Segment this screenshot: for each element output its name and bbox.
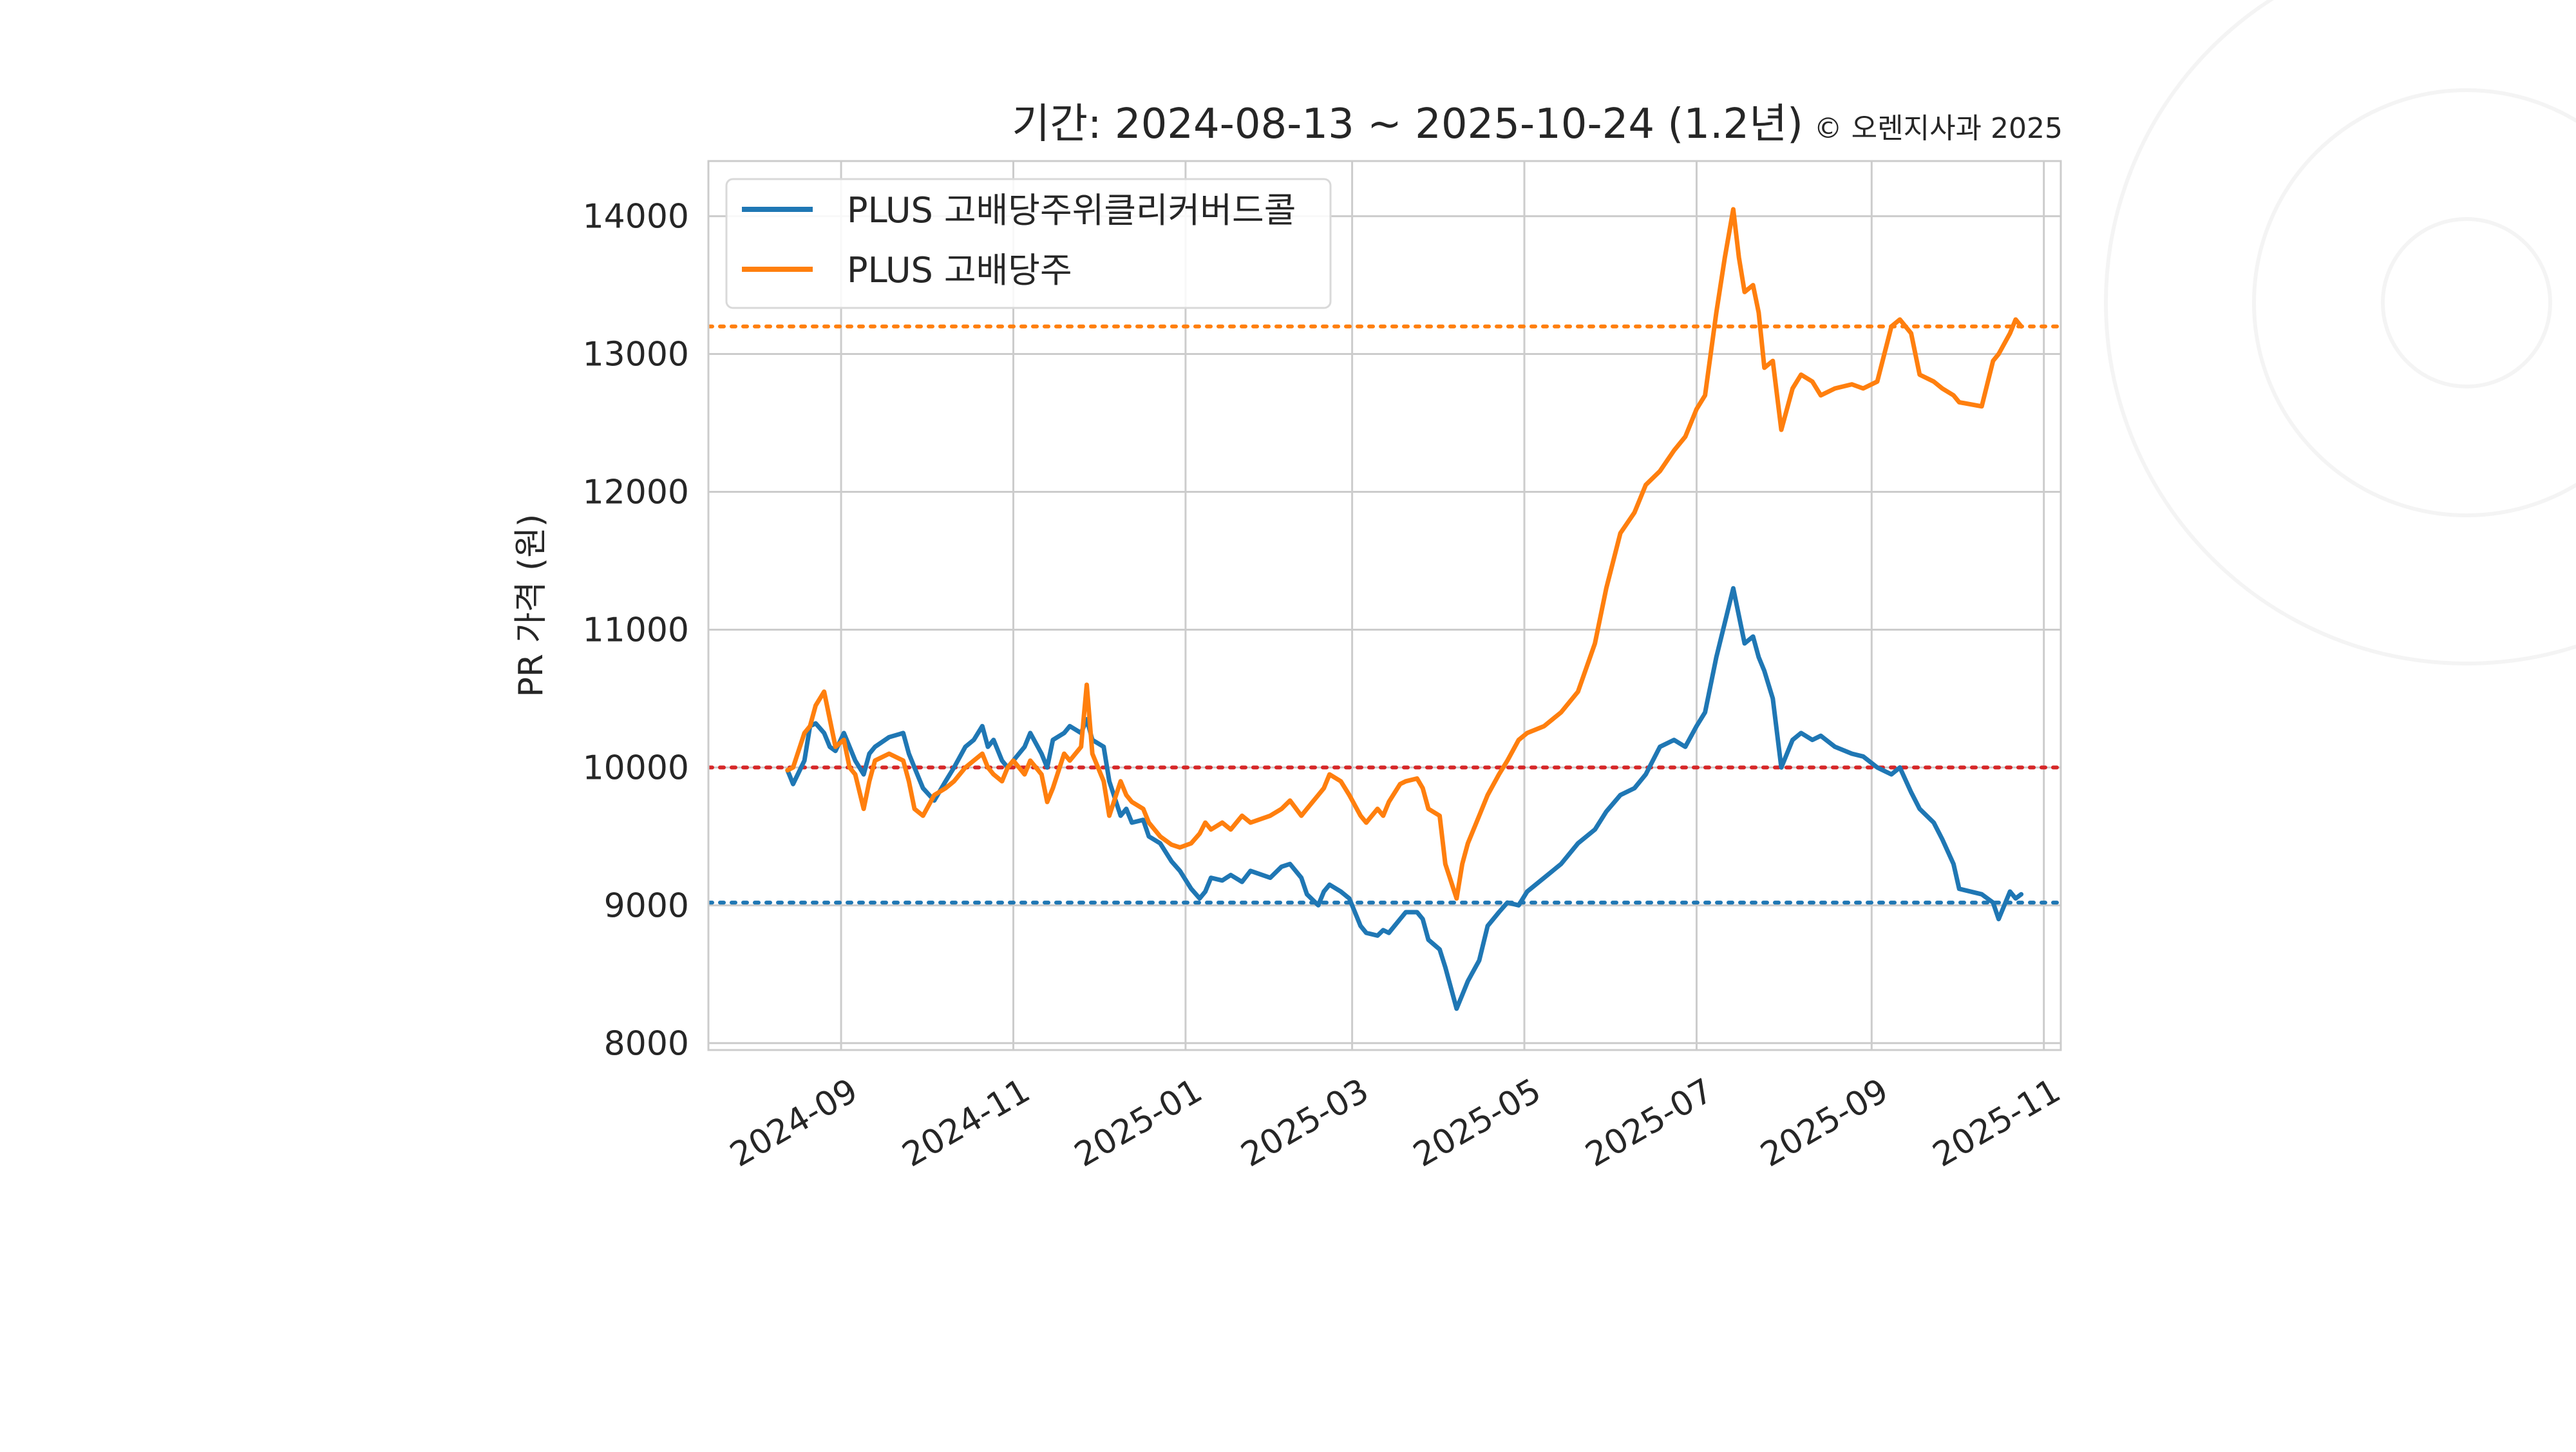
y-tick-label: 13000 [583, 336, 689, 374]
reference-lines [708, 324, 2061, 905]
legend-box [725, 178, 1332, 309]
y-tick-label: 12000 [583, 473, 689, 511]
x-tick-label: 2025-03 [1235, 1071, 1375, 1175]
y-axis-ticks: 8000 9000 10000 11000 12000 13000 14000 [583, 198, 689, 1064]
series-lines [785, 207, 2024, 1011]
series-line-high-dividend [785, 207, 2024, 901]
chart-watermark: © 오렌지사과 2025 [1814, 112, 2063, 145]
decor-arc [2104, 0, 2576, 665]
legend-label-high-dividend: PLUS 고배당주 [847, 250, 1072, 291]
legend-label-covered-call: PLUS 고배당주위클리커버드콜 [847, 190, 1296, 231]
y-tick-label: 8000 [604, 1024, 689, 1063]
decor-arc [2381, 217, 2552, 388]
series-line-covered-call [785, 586, 2024, 1011]
y-tick-label: 10000 [583, 749, 689, 787]
x-axis-ticks: 2024-09 2024-11 2025-01 2025-03 2025-05 2025-… [724, 1071, 2067, 1175]
x-tick-label: 2025-11 [1927, 1071, 2067, 1175]
background-decoration [2104, 0, 2576, 665]
x-tick-label: 2025-01 [1068, 1071, 1209, 1175]
y-tick-label: 9000 [604, 886, 689, 925]
x-tick-label: 2025-05 [1407, 1071, 1548, 1175]
y-tick-label: 14000 [583, 198, 689, 236]
x-tick-label: 2025-07 [1579, 1071, 1719, 1175]
x-tick-label: 2025-09 [1754, 1071, 1895, 1175]
decor-arc [2252, 88, 2576, 517]
x-tick-label: 2024-11 [896, 1071, 1036, 1175]
legend: PLUS 고배당주위클리커버드콜 PLUS 고배당주 [725, 178, 1332, 309]
plot-frame [707, 160, 2062, 1051]
chart-title: 기간: 2024-08-13 ~ 2025-10-24 (1.2년) [1012, 100, 1803, 148]
y-axis-label: PR 가격 (원) [512, 514, 551, 698]
x-tick-label: 2024-09 [724, 1071, 864, 1175]
y-tick-label: 11000 [583, 611, 689, 649]
